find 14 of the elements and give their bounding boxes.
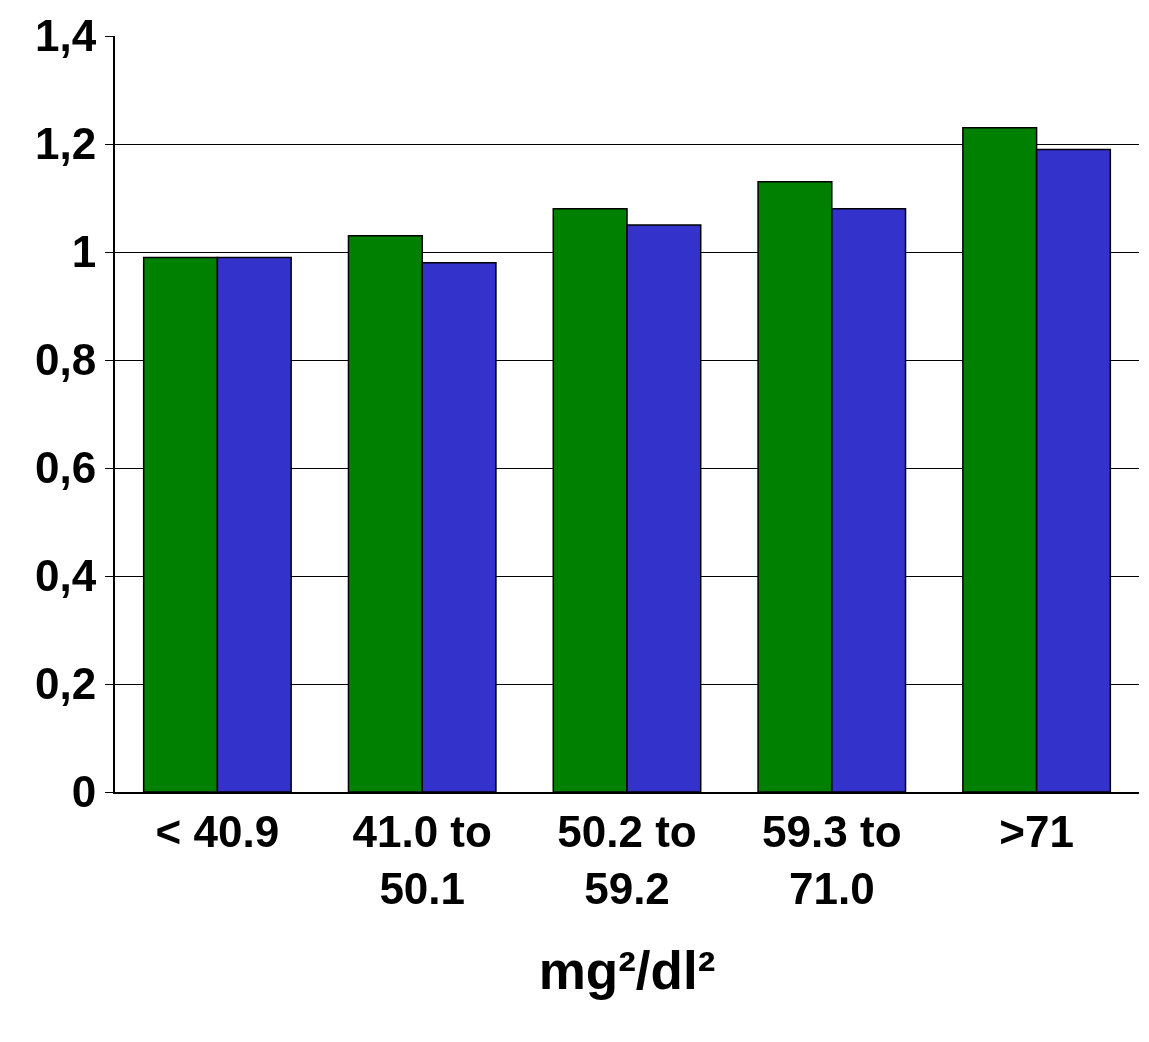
y-tick-label: 0,8 xyxy=(35,335,97,385)
y-tick-label: 0,2 xyxy=(35,659,97,709)
x-tick-label: < 40.9 xyxy=(155,806,280,856)
x-axis-title: mg²/dl² xyxy=(538,941,716,1001)
y-tick-label: 0 xyxy=(71,767,97,817)
y-tick-label: 1 xyxy=(71,227,97,277)
x-tick-label: >71 xyxy=(999,806,1074,856)
x-tick-label: 50.2 to 59.2 xyxy=(557,806,697,913)
y-tick-label: 0,4 xyxy=(35,551,97,601)
y-tick-label: 1,4 xyxy=(35,11,97,61)
x-tick-label: 59.3 to 71.0 xyxy=(762,806,902,913)
y-tick-label: 0,6 xyxy=(35,443,97,493)
y-tick-label: 1,2 xyxy=(35,119,97,169)
x-tick-label: 41.0 to 50.1 xyxy=(352,806,492,913)
